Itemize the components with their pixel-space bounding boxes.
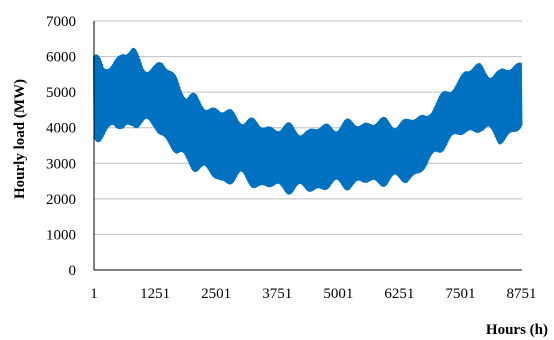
x-tick-labels: 1 1251 2501 3751 5001 6251 7501 8751 bbox=[90, 286, 536, 302]
y-tick-label: 5000 bbox=[46, 85, 76, 101]
y-tick-label: 6000 bbox=[46, 50, 76, 66]
x-tick-label: 6251 bbox=[384, 286, 414, 302]
y-tick-label: 3000 bbox=[46, 156, 76, 172]
x-tick-label: 2501 bbox=[201, 286, 231, 302]
x-tick-label: 7501 bbox=[445, 286, 475, 302]
load-series bbox=[93, 47, 523, 195]
x-tick-label: 3751 bbox=[262, 286, 292, 302]
x-tick-label: 5001 bbox=[323, 286, 353, 302]
y-tick-label: 4000 bbox=[46, 121, 76, 137]
y-tick-label: 2000 bbox=[46, 192, 76, 208]
y-axis-label: Hourly load (MW) bbox=[12, 79, 28, 199]
y-tick-label: 7000 bbox=[46, 14, 76, 30]
y-tick-label: 1000 bbox=[46, 227, 76, 243]
y-tick-labels: 0 1000 2000 3000 4000 5000 6000 7000 bbox=[46, 14, 76, 279]
load-series-line bbox=[93, 47, 523, 195]
x-axis-label: Hours (h) bbox=[486, 322, 548, 338]
x-tick-label: 8751 bbox=[507, 286, 537, 302]
x-tick-label: 1251 bbox=[140, 286, 170, 302]
y-tick-label: 0 bbox=[69, 263, 77, 279]
x-tick-label: 1 bbox=[90, 286, 98, 302]
